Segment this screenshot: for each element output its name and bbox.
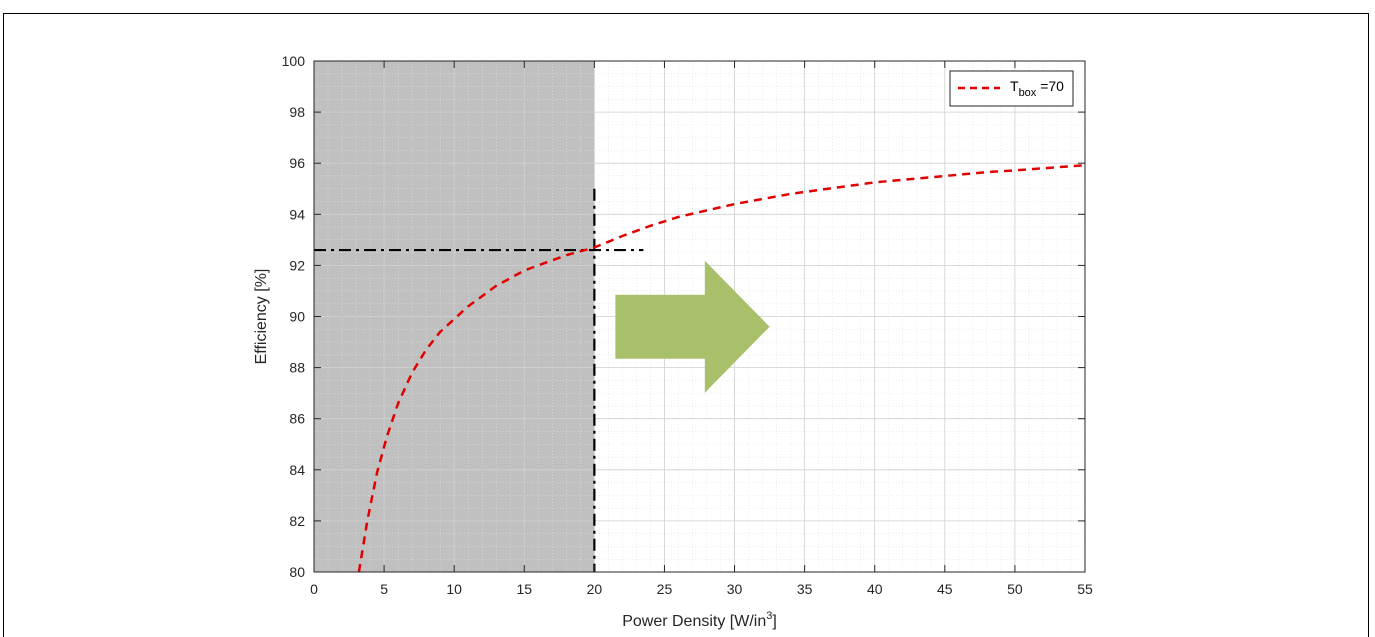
legend: Tbox =70 bbox=[949, 70, 1074, 107]
x-tick-label: 5 bbox=[380, 581, 388, 597]
x-tick-label: 10 bbox=[446, 581, 462, 597]
x-tick-label: 0 bbox=[310, 581, 318, 597]
y-tick-label: 100 bbox=[282, 53, 306, 69]
y-tick-label: 98 bbox=[289, 104, 305, 120]
y-tick-label: 90 bbox=[289, 309, 305, 325]
x-tick-label: 45 bbox=[937, 581, 953, 597]
y-axis-label: Efficiency [%] bbox=[253, 269, 270, 365]
legend-entry: Tbox =70 bbox=[1010, 78, 1064, 99]
x-tick-label: 20 bbox=[587, 581, 603, 597]
x-tick-label: 35 bbox=[797, 581, 813, 597]
y-tick-label: 80 bbox=[289, 564, 305, 580]
x-axis-label: Power Density [W/in3] bbox=[622, 610, 777, 630]
y-tick-label: 84 bbox=[289, 462, 305, 478]
series-line-0 bbox=[357, 163, 1086, 573]
x-tick-label: 15 bbox=[516, 581, 532, 597]
y-tick-label: 96 bbox=[289, 155, 305, 171]
y-tick-label: 88 bbox=[289, 360, 305, 376]
x-tick-label: 40 bbox=[867, 581, 883, 597]
y-tick-label: 82 bbox=[289, 513, 305, 529]
figure-frame bbox=[3, 13, 1369, 637]
y-tick-label: 86 bbox=[289, 411, 305, 427]
x-tick-label: 50 bbox=[1007, 581, 1023, 597]
direction-arrow bbox=[615, 260, 770, 393]
x-tick-label: 55 bbox=[1077, 581, 1093, 597]
y-tick-label: 92 bbox=[289, 257, 305, 273]
x-tick-label: 25 bbox=[657, 581, 673, 597]
y-tick-label: 94 bbox=[289, 206, 305, 222]
x-tick-label: 30 bbox=[727, 581, 743, 597]
